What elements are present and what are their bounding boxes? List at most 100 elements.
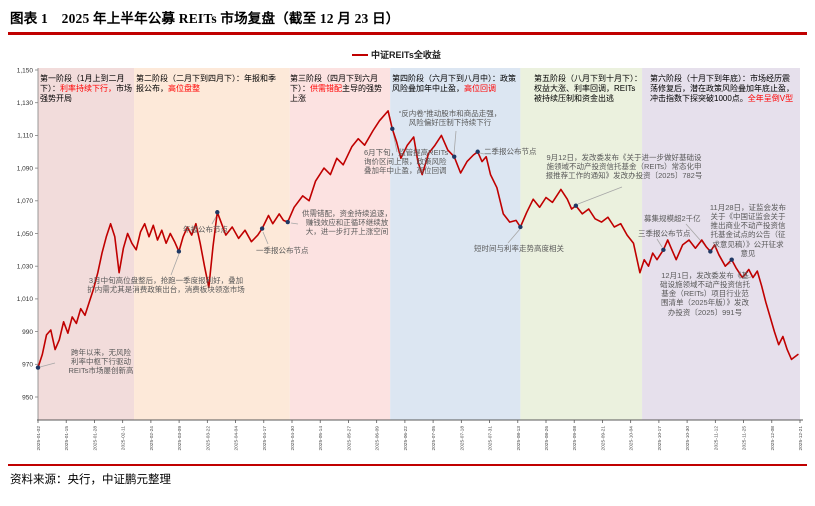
reits-total-return-line: [37, 109, 799, 368]
chart-annotation: 9月12日，发改委发布《关于进一步做好基础设 施领域不动产投资信托基金（REIT…: [545, 152, 703, 181]
chart-annotation: 供需错配，资金持续追逐， 赚钱效应和正循环继续放 大，进一步打开上涨空间: [302, 208, 392, 237]
event-marker: [475, 149, 480, 154]
phase-band: [642, 67, 800, 420]
x-tick-label: 2025-12-08: [770, 425, 776, 450]
x-tick-label: 2025-09-21: [600, 425, 606, 450]
y-tick-label: 1,090: [17, 165, 34, 172]
phase-band: [289, 67, 391, 420]
y-tick-label: 1,110: [17, 132, 33, 139]
annotation-leader: [577, 186, 623, 204]
event-marker: [573, 203, 579, 208]
x-tick-label: 2025-01-15: [64, 425, 70, 450]
phase-label-text: 第四阶段（六月下到八月中）：政策风险叠加年中止盈，: [392, 73, 516, 93]
y-tick-label: 1,130: [17, 100, 34, 107]
event-marker: [176, 248, 182, 254]
event-marker: [661, 247, 666, 252]
x-tick-label: 2025-04-30: [290, 425, 296, 450]
event-marker: [35, 364, 41, 370]
phase-label-text: 市场强势开局: [40, 83, 132, 103]
x-tick-label: 2025-07-18: [459, 425, 465, 450]
x-tick-label: 2025-05-27: [346, 425, 352, 450]
x-tick-label: 2025-07-05: [431, 425, 437, 450]
x-tick-label: 2025-01-02: [36, 425, 42, 450]
chart-annotation: 三季报公布节点: [638, 228, 691, 238]
event-marker: [518, 224, 523, 229]
event-marker: [729, 256, 734, 262]
annotation-leader: [507, 228, 521, 243]
phase-band: [390, 67, 521, 420]
legend-line-icon: [352, 53, 368, 56]
chart-annotation: 跨年以来，无风险 利率中枢下行驱动 REITs市场屡创新高: [68, 347, 134, 376]
phase-label: 第二阶段（二月下到四月下）：年报和季报公布，高位盘整: [136, 74, 282, 94]
x-tick-label: 2025-05-14: [318, 425, 324, 450]
x-tick-label: 2025-02-11: [121, 425, 127, 450]
reits-chart: 1,150 1,130 1,110 1,090 1,070 1,050 1,030 1,010…: [0, 36, 815, 464]
x-tick-label: 2025-06-22: [403, 425, 409, 450]
phase-band: [520, 67, 643, 420]
phase-label-text: 第二阶段（二月下到四月下）：年报和季报公布，: [136, 73, 276, 93]
chart-svg: 1,150 1,130 1,110 1,090 1,070 1,050 1,030 1,010…: [17, 67, 804, 450]
chart-annotation: 募集规模超2千亿: [644, 213, 701, 223]
event-marker: [708, 248, 713, 254]
y-tick-label: 1,010: [17, 296, 34, 303]
phase-label: 第三阶段（四月下到六月下）：供需错配主导的强势上涨: [290, 74, 386, 105]
event-marker: [285, 219, 290, 224]
event-marker: [215, 209, 220, 214]
chart-annotation: 二季报公布节点: [484, 146, 537, 156]
annotation-leader: [290, 222, 299, 224]
annotation-leader: [39, 362, 56, 367]
chart-annotation: 6月下旬，监管提高REITs 询价区间上限，政策风险 叠加年中止盈，高位回调: [364, 147, 449, 176]
x-tick-label: 2025-04-04: [234, 425, 240, 450]
chart-annotation: “反内卷”推动股市和商品走强， 风险偏好压制下持续下行: [398, 108, 502, 127]
x-tick-label: 2025-07-31: [488, 425, 494, 450]
y-tick-label: 1,050: [17, 230, 34, 237]
x-tick-label: 2025-10-04: [629, 425, 635, 450]
chart-annotation: 短时间与利率走势高度相关: [474, 243, 564, 253]
phase-label-text: 第三阶段（四月下到六月下）：: [290, 73, 378, 93]
phase-label-text: 第五阶段（八月下到十月下）：权益大涨、利率回调，REITs被持续压制和资金出逃: [534, 73, 642, 103]
annotation-leader: [170, 253, 180, 275]
x-tick-label: 2025-10-17: [657, 425, 663, 450]
x-tick-label: 2025-11-25: [742, 425, 748, 450]
chart-annotation: 3月中旬高位盘整后，抢跑一季度报利好，叠加 扩内需尤其是消费政策出台，消费板块领…: [87, 275, 245, 294]
y-tick-label: 970: [22, 361, 33, 368]
y-tick-label: 950: [22, 394, 33, 401]
phase-label-text: 供需错配: [310, 83, 342, 93]
phase-band: [38, 67, 135, 420]
x-tick-label: 2025-03-22: [205, 425, 211, 450]
x-tick-label: 2025-09-08: [572, 425, 578, 450]
phase-label: 第六阶段（十月下到年底）：市场经历震荡修复后，潜在政策风险叠加年底止盈，冲击指数…: [650, 74, 796, 105]
phase-label-text: 第一阶段（1月上到二月下）：: [40, 73, 125, 93]
y-tick-label: 1,150: [17, 67, 34, 74]
x-tick-label: 2025-12-21: [798, 425, 804, 450]
annotation-leader: [479, 152, 485, 154]
y-tick-label: 1,070: [17, 198, 34, 205]
chart-legend: 中证REITs全收益: [352, 48, 441, 61]
annotation-leader: [262, 231, 269, 244]
x-tick-label: 2025-03-09: [177, 425, 183, 450]
chart-annotation: 一季报公布节点: [256, 245, 309, 255]
x-tick-label: 2025-01-28: [92, 425, 98, 450]
phase-label-text: 高位盘整: [168, 83, 200, 93]
x-tick-label: 2025-04-17: [262, 425, 268, 450]
phase-label-text: 全年呈倒V型: [747, 93, 794, 103]
event-marker: [259, 225, 265, 231]
phase-band: [134, 67, 290, 420]
x-tick-label: 2025-10-30: [685, 425, 691, 450]
legend-label: 中证REITs全收益: [371, 49, 441, 60]
chart-annotation: 11月28日，证监会发布 关于《中国证监会关于 推出商业不动产投资信 托基金试点…: [709, 202, 787, 258]
x-tick-label: 2025-06-09: [375, 425, 381, 450]
y-tick-label: 1,030: [17, 263, 34, 270]
event-marker: [390, 126, 395, 131]
title-rule: [8, 32, 807, 35]
x-tick-label: 2025-11-12: [713, 425, 719, 450]
figure-title: 图表 1 2025 年上半年公募 REITs 市场复盘（截至 12 月 23 日…: [10, 11, 400, 26]
phase-label-text: 第六阶段（十月下到年底）：市场经历震荡修复后，潜在政策风险叠加年底止盈，冲击指数…: [650, 73, 794, 103]
event-marker: [452, 153, 457, 159]
chart-annotation: 12月1日，发改委发布《基 础设施领域不动产投资信托 基金（REITs）项目行业…: [660, 270, 750, 317]
x-tick-label: 2025-02-24: [149, 425, 155, 450]
phase-label: 第一阶段（1月上到二月下）：利率持续下行，市场强势开局: [40, 74, 132, 105]
y-tick-label: 990: [22, 328, 33, 335]
chart-annotation: 年报公布节点: [183, 224, 228, 234]
phase-label-text: 主导的强势上涨: [290, 83, 382, 103]
